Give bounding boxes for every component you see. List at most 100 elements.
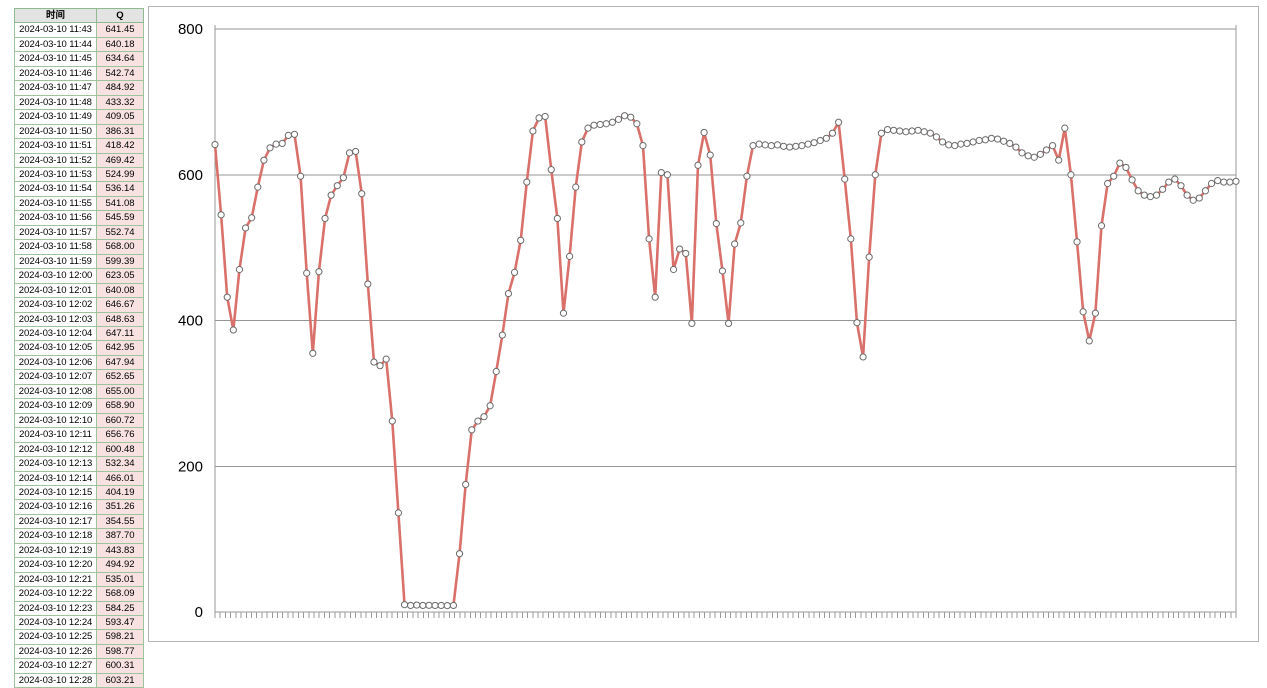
column-header-q: Q	[96, 7, 144, 24]
table-row: 2024-03-10 12:05 642.95	[14, 340, 144, 356]
data-point-marker	[1006, 139, 1014, 148]
data-point-marker	[761, 141, 769, 149]
data-point-marker	[370, 358, 378, 366]
table-row: 2024-03-10 11:45 634.64	[14, 51, 144, 67]
data-point-marker	[566, 252, 574, 260]
data-point-marker	[327, 191, 335, 199]
table-row: 2024-03-10 11:51 418.42	[14, 138, 144, 154]
cell-time: 2024-03-10 11:57	[14, 224, 97, 241]
cell-time: 2024-03-10 11:52	[14, 152, 97, 169]
table-row: 2024-03-10 12:18 387.70	[14, 528, 144, 544]
cell-time: 2024-03-10 11:47	[14, 80, 97, 96]
cell-q: 443.83	[96, 542, 144, 559]
cell-q: 599.39	[96, 253, 144, 270]
data-point-marker	[468, 426, 476, 434]
data-point-marker	[853, 319, 861, 327]
cell-time: 2024-03-10 12:11	[14, 427, 97, 443]
data-point-marker	[1012, 143, 1020, 151]
data-point-marker	[883, 125, 892, 134]
cell-q: 409.05	[96, 109, 144, 125]
cell-q: 469.42	[96, 152, 144, 169]
table-row: 2024-03-10 12:28 603.21	[14, 672, 144, 688]
data-point-marker	[676, 245, 684, 253]
cell-q: 387.70	[96, 528, 144, 544]
cell-time: 2024-03-10 12:10	[14, 412, 97, 429]
data-point-marker	[492, 367, 500, 376]
data-point-marker	[486, 402, 494, 410]
data-point-marker	[358, 190, 366, 198]
data-point-marker	[908, 127, 916, 135]
table-row: 2024-03-10 12:13 532.34	[14, 456, 144, 472]
table-row: 2024-03-10 12:07 652.65	[14, 369, 144, 385]
data-point-marker	[235, 265, 244, 274]
cell-time: 2024-03-10 12:06	[14, 354, 97, 371]
cell-time: 2024-03-10 11:59	[14, 253, 97, 270]
data-point-marker	[749, 142, 757, 150]
data-point-marker	[284, 131, 292, 139]
y-tick-label: 200	[178, 458, 203, 475]
table-row: 2024-03-10 12:22 568.09	[14, 586, 144, 602]
data-table-panel: 时间 Q 2024-03-10 11:43 641.45 2024-03-10 11…	[14, 7, 144, 688]
data-point-marker	[657, 168, 665, 177]
cell-q: 652.65	[96, 369, 144, 385]
data-point-marker	[1104, 179, 1112, 188]
data-point-marker	[364, 280, 372, 288]
data-point-marker	[633, 120, 641, 128]
data-point-marker	[1146, 193, 1155, 201]
table-row: 2024-03-10 12:14 466.01	[14, 470, 144, 486]
cell-time: 2024-03-10 12:25	[14, 629, 97, 645]
cell-time: 2024-03-10 12:13	[14, 456, 97, 472]
cell-time: 2024-03-10 12:15	[14, 484, 97, 501]
table-row: 2024-03-10 12:09 658.90	[14, 398, 144, 414]
data-point-marker	[816, 136, 824, 145]
data-point-marker	[1152, 191, 1161, 199]
data-table: 时间 Q 2024-03-10 11:43 641.45 2024-03-10 11…	[14, 7, 144, 688]
data-point-marker	[333, 182, 341, 190]
data-point-marker	[871, 171, 879, 179]
data-point-marker	[254, 183, 262, 191]
cell-time: 2024-03-10 11:53	[14, 166, 97, 183]
data-point-marker	[1195, 194, 1203, 202]
data-point-marker	[296, 172, 305, 180]
chart-panel: 0 200 400 600 800	[148, 6, 1259, 642]
cell-q: 552.74	[96, 224, 144, 241]
table-row: 2024-03-10 12:02 646.67	[14, 297, 144, 313]
table-row: 2024-03-10 11:52 469.42	[14, 152, 144, 169]
data-point-marker	[352, 147, 360, 156]
data-point-marker	[455, 550, 464, 558]
data-point-marker	[1061, 124, 1069, 132]
cell-time: 2024-03-10 11:43	[14, 22, 97, 38]
cell-q: 386.31	[96, 123, 144, 140]
data-point-marker	[1097, 222, 1106, 230]
cell-time: 2024-03-10 11:55	[14, 195, 97, 212]
data-point-marker	[810, 139, 818, 147]
data-point-marker	[767, 142, 775, 150]
table-row: 2024-03-10 12:24 593.47	[14, 615, 144, 631]
data-point-marker	[828, 129, 837, 137]
data-point-marker	[841, 175, 849, 183]
data-point-marker	[1140, 191, 1148, 199]
table-row: 2024-03-10 12:08 655.00	[14, 383, 144, 400]
x-axis-ticks	[214, 612, 1237, 618]
cell-q: 648.63	[96, 311, 144, 327]
table-row: 2024-03-10 12:12 600.48	[14, 441, 144, 458]
gridlines	[215, 28, 1236, 613]
data-point-marker	[1030, 153, 1038, 161]
cell-time: 2024-03-10 11:50	[14, 123, 97, 140]
data-point-marker	[529, 127, 537, 135]
data-point-marker	[388, 417, 396, 425]
data-point-marker	[400, 601, 409, 609]
data-point-marker	[755, 140, 763, 148]
column-header-time: 时间	[14, 7, 97, 24]
data-point-marker	[510, 268, 519, 276]
cell-q: 646.67	[96, 297, 144, 313]
cell-time: 2024-03-10 12:23	[14, 600, 97, 617]
data-point-marker	[431, 601, 439, 610]
cell-q: 404.19	[96, 484, 144, 501]
data-point-marker	[1000, 137, 1008, 145]
cell-time: 2024-03-10 12:19	[14, 542, 97, 559]
screenshot-root: 时间 Q 2024-03-10 11:43 641.45 2024-03-10 11…	[14, 6, 1259, 688]
cell-q: 640.08	[96, 282, 144, 299]
table-row: 2024-03-10 11:56 545.59	[14, 210, 144, 226]
table-row: 2024-03-10 11:53 524.99	[14, 166, 144, 183]
